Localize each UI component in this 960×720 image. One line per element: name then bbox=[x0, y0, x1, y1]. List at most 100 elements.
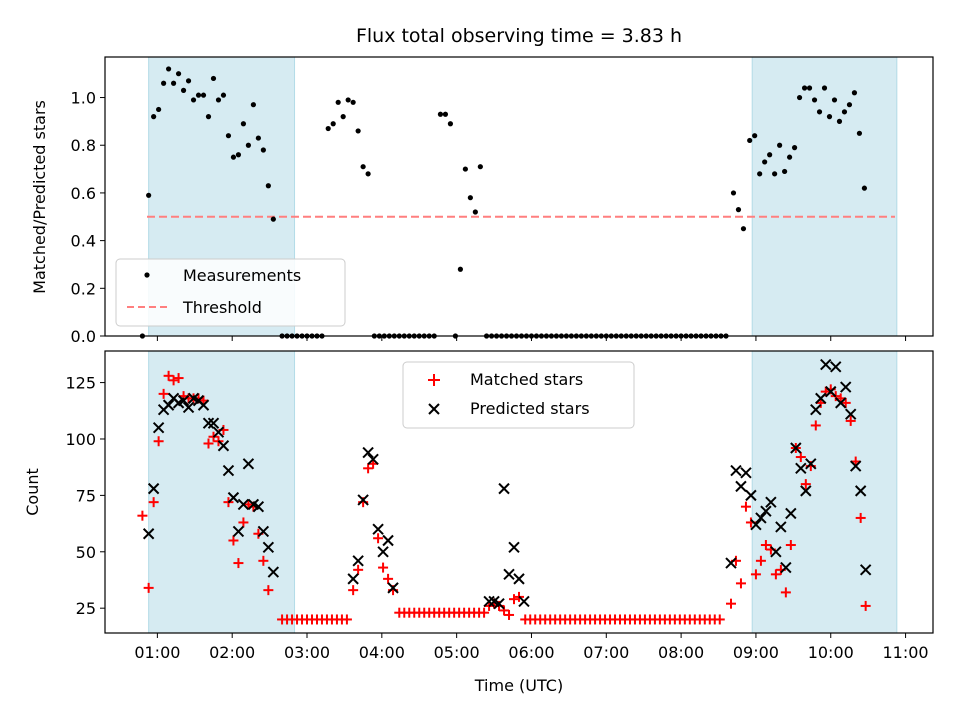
matched-star-point bbox=[800, 479, 811, 490]
measurement-point bbox=[442, 111, 449, 117]
matched-star-point bbox=[740, 501, 751, 512]
predicted-stars-points bbox=[142, 358, 872, 610]
predicted-star-point bbox=[232, 525, 245, 538]
top-shaded-intervals bbox=[148, 56, 898, 337]
top-plot: 0.0 0.2 0.4 0.6 0.8 1.0 Matched/Predicted sta… bbox=[30, 56, 934, 346]
matched-star-point bbox=[820, 386, 831, 397]
matched-star-point bbox=[153, 436, 164, 447]
predicted-star-point bbox=[262, 541, 275, 553]
x-tick-label: 05:00 bbox=[434, 643, 480, 662]
matched-star-point bbox=[509, 594, 520, 605]
matched-star-point bbox=[383, 573, 394, 584]
measurement-point bbox=[791, 145, 798, 151]
predicted-star-point bbox=[730, 464, 742, 477]
measurement-point bbox=[340, 114, 346, 120]
top-y-ticks: 0.0 0.2 0.4 0.6 0.8 1.0 bbox=[71, 89, 105, 346]
legend-marker-predicted-stars bbox=[428, 403, 440, 415]
predicted-star-point bbox=[725, 557, 737, 569]
shaded-interval bbox=[751, 56, 898, 337]
measurement-point bbox=[161, 80, 167, 86]
matched-star-point bbox=[755, 555, 766, 566]
predicted-star-point bbox=[362, 446, 374, 459]
predicted-star-point bbox=[805, 458, 817, 470]
predicted-star-point bbox=[212, 426, 225, 438]
predicted-star-point bbox=[377, 546, 389, 558]
matched-star-point bbox=[203, 438, 214, 449]
measurement-point bbox=[190, 97, 197, 103]
matched-star-point bbox=[348, 585, 359, 596]
predicted-star-point bbox=[162, 399, 175, 411]
matched-star-point bbox=[233, 558, 244, 569]
predicted-star-point bbox=[252, 500, 265, 513]
measurement-point bbox=[735, 207, 742, 213]
predicted-star-point bbox=[830, 361, 842, 373]
matched-star-point bbox=[714, 614, 725, 625]
legend-label-threshold: Threshold bbox=[182, 298, 262, 317]
predicted-star-point bbox=[498, 482, 510, 495]
measurement-point bbox=[156, 106, 162, 113]
matched-star-point bbox=[855, 512, 866, 523]
top-plot-frame bbox=[104, 56, 934, 337]
predicted-star-point bbox=[382, 534, 394, 547]
x-tick-label: 11:00 bbox=[883, 643, 929, 662]
predicted-star-point bbox=[840, 381, 852, 393]
predicted-star-point bbox=[222, 464, 235, 477]
measurement-point bbox=[245, 142, 252, 148]
bottom-x-ticks: 01:00 02:00 03:00 04:00 05:00 06:00 07:00 08:00… bbox=[134, 633, 929, 662]
predicted-star-point bbox=[740, 467, 752, 479]
x-tick-label: 09:00 bbox=[733, 643, 779, 662]
top-y-axis-label: Matched/Predicted stars bbox=[30, 100, 49, 294]
measurement-point bbox=[757, 171, 763, 177]
bottom-plot-frame bbox=[104, 350, 934, 634]
predicted-star-point bbox=[177, 394, 190, 407]
matched-star-point bbox=[810, 420, 821, 431]
predicted-star-point bbox=[352, 555, 364, 567]
measurement-point bbox=[821, 85, 828, 91]
predicted-star-point bbox=[202, 417, 215, 429]
legend-label-measurements: Measurements bbox=[183, 266, 301, 285]
predicted-star-point bbox=[835, 397, 847, 409]
measurement-point bbox=[350, 99, 356, 105]
bottom-legend-box bbox=[402, 361, 635, 429]
measurement-point bbox=[225, 133, 232, 139]
measurement-point bbox=[462, 166, 468, 172]
matched-star-point bbox=[353, 564, 364, 575]
measurement-point bbox=[752, 133, 758, 139]
matched-star-point bbox=[148, 497, 159, 508]
measurement-point bbox=[477, 164, 483, 170]
matched-star-point bbox=[258, 555, 269, 566]
matched-star-point bbox=[243, 499, 254, 510]
measurement-point bbox=[861, 185, 868, 191]
measurement-point bbox=[786, 154, 793, 160]
matched-star-point bbox=[750, 569, 761, 580]
matched-star-point bbox=[363, 463, 374, 474]
matched-star-point bbox=[770, 569, 781, 580]
measurement-point bbox=[796, 94, 803, 101]
x-tick-label: 07:00 bbox=[583, 643, 629, 662]
x-tick-label: 04:00 bbox=[359, 643, 405, 662]
predicted-star-point bbox=[147, 482, 160, 495]
predicted-star-point bbox=[775, 521, 787, 533]
matched-star-point bbox=[228, 535, 239, 546]
measurement-point bbox=[255, 135, 261, 141]
predicted-star-point bbox=[387, 582, 399, 594]
predicted-star-point bbox=[760, 505, 772, 517]
predicted-star-point bbox=[493, 597, 505, 610]
measurement-point bbox=[270, 216, 276, 222]
predicted-star-point bbox=[745, 489, 757, 502]
measurement-point bbox=[801, 85, 808, 91]
matched-star-point bbox=[378, 562, 389, 573]
measurement-point bbox=[365, 171, 371, 177]
measurement-point bbox=[360, 164, 366, 170]
measurement-point bbox=[146, 192, 152, 198]
y-tick-label: 125 bbox=[65, 374, 96, 393]
measurement-point bbox=[740, 226, 747, 232]
measurement-point bbox=[846, 102, 853, 108]
measurement-point bbox=[826, 114, 833, 120]
legend-label-predicted-stars: Predicted stars bbox=[470, 399, 590, 418]
bottom-shaded-intervals bbox=[148, 350, 898, 634]
matched-star-point bbox=[137, 510, 148, 521]
predicted-star-point bbox=[142, 528, 155, 540]
x-tick-label: 08:00 bbox=[658, 643, 704, 662]
measurement-point bbox=[240, 121, 247, 127]
